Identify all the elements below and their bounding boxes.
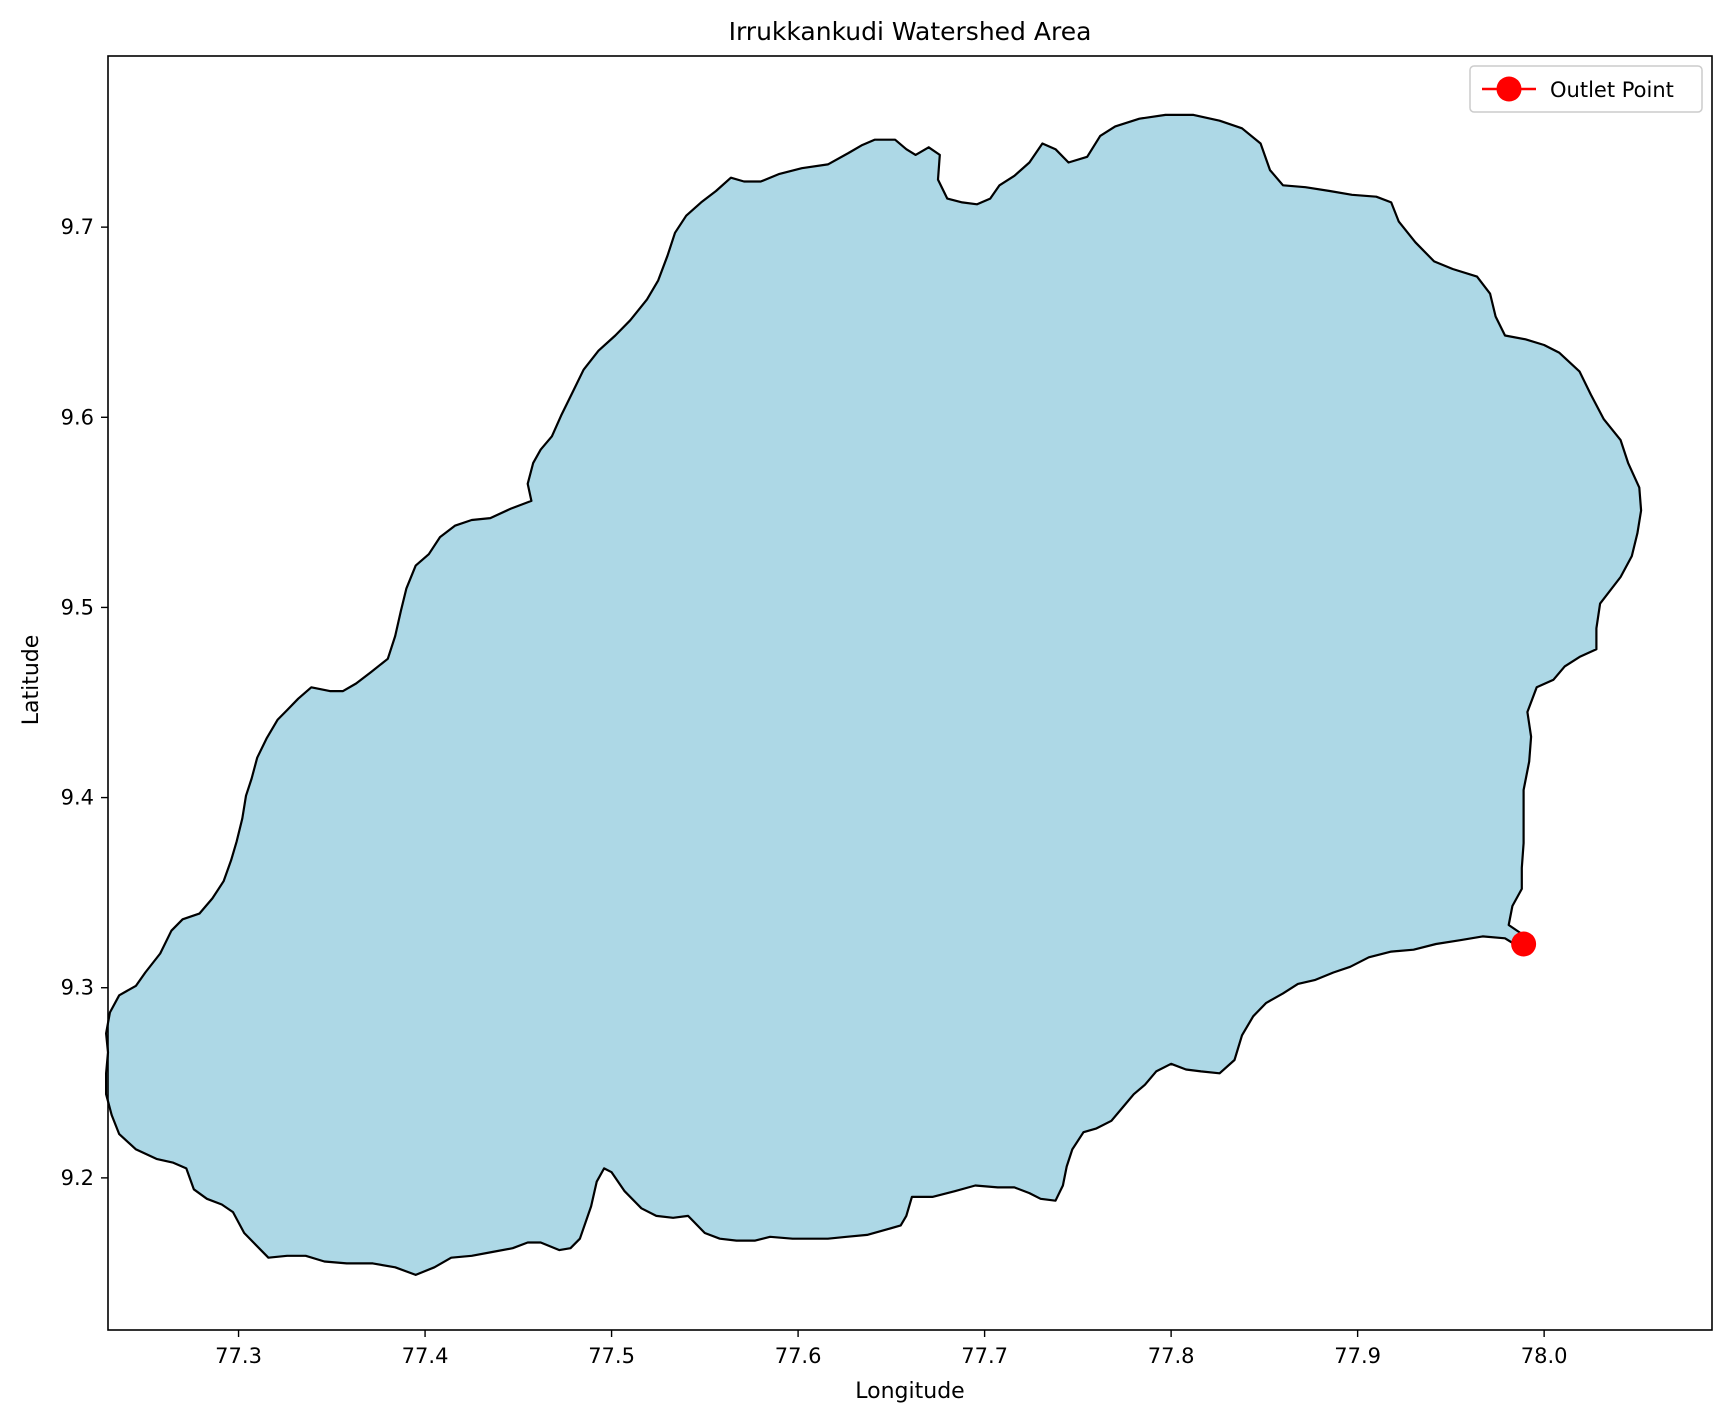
y-tick-label: 9.7 (61, 215, 94, 239)
x-tick-label: 77.7 (961, 1344, 1008, 1368)
x-tick-label: 77.3 (215, 1344, 262, 1368)
x-tick-label: 77.6 (775, 1344, 822, 1368)
x-tick-label: 78.0 (1521, 1344, 1568, 1368)
watershed-boundary-polygon (104, 113, 1643, 1277)
x-tick-label: 77.4 (402, 1344, 449, 1368)
tick-marks-and-labels: 77.3 77.4 77.5 77.6 77.7 77.8 77.9 78.0 9.2 9.3 9.… (61, 215, 1568, 1368)
axes (107, 55, 1713, 1331)
x-tick-label: 77.9 (1334, 1344, 1381, 1368)
y-axis-label: Latitude (19, 635, 44, 726)
y-tick-label: 9.2 (61, 1166, 94, 1190)
axes-frame (107, 55, 1713, 1331)
outlet-point-marker (1511, 931, 1537, 957)
legend-label: Outlet Point (1550, 78, 1674, 102)
plot-area (104, 113, 1643, 1277)
x-axis-label: Longitude (855, 1379, 964, 1404)
chart-title: Irrukkankudi Watershed Area (729, 17, 1092, 46)
x-tick-label: 77.5 (588, 1344, 635, 1368)
y-tick-label: 9.6 (61, 405, 94, 429)
legend-box (1469, 65, 1703, 113)
y-tick-label: 9.3 (61, 976, 94, 1000)
y-tick-label: 9.5 (61, 595, 94, 619)
y-tick-label: 9.4 (61, 786, 94, 810)
legend: Outlet Point (1469, 65, 1703, 113)
x-tick-label: 77.8 (1148, 1344, 1195, 1368)
legend-marker-swatch (1496, 76, 1522, 102)
